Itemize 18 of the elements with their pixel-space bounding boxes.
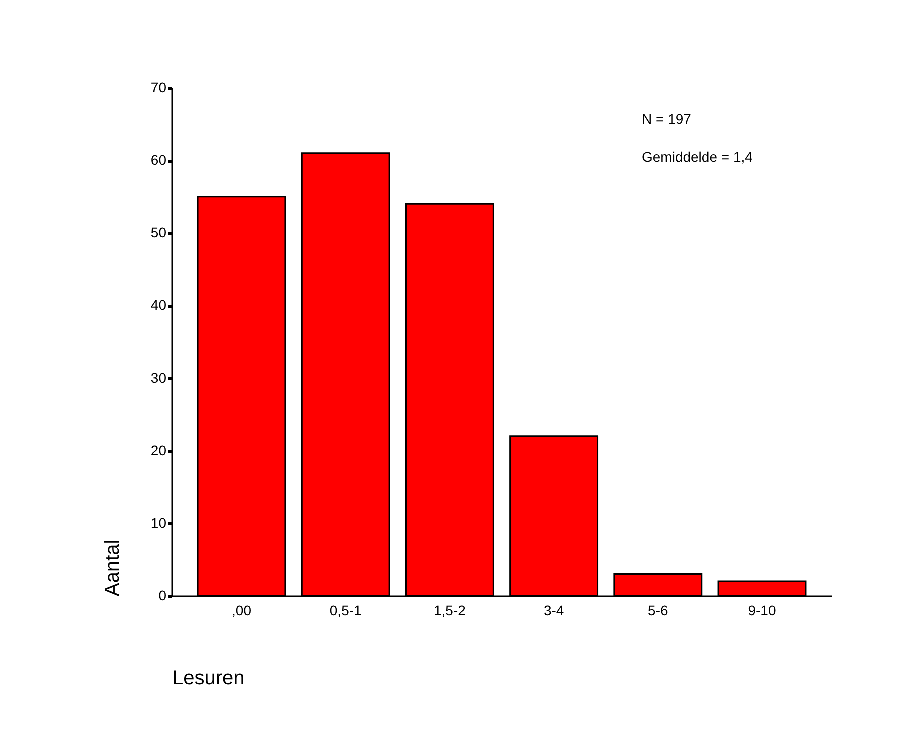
- y-tick-label: 40: [150, 297, 167, 314]
- x-tick-label: ,00: [232, 602, 252, 618]
- y-tick-label: 50: [150, 224, 167, 241]
- annotation: N = 197: [642, 111, 692, 127]
- x-tick-label: 5-6: [648, 602, 668, 618]
- y-tick-label: 60: [150, 152, 167, 168]
- x-axis-title: Lesuren: [172, 668, 245, 690]
- y-tick-label: 30: [150, 370, 167, 386]
- y-tick-label: 0: [158, 588, 167, 604]
- y-axis-title: Aantal: [102, 540, 124, 596]
- x-tick-label: 1,5-2: [434, 602, 466, 618]
- y-tick-label: 20: [150, 442, 167, 458]
- x-tick-label: 9-10: [748, 602, 776, 618]
- x-tick-label: 0,5-1: [330, 602, 362, 618]
- y-tick-label: 10: [150, 514, 167, 531]
- y-tick-label: 70: [150, 80, 167, 96]
- x-tick-label: 3-4: [544, 602, 564, 618]
- annotation: Gemiddelde = 1,4: [642, 149, 754, 165]
